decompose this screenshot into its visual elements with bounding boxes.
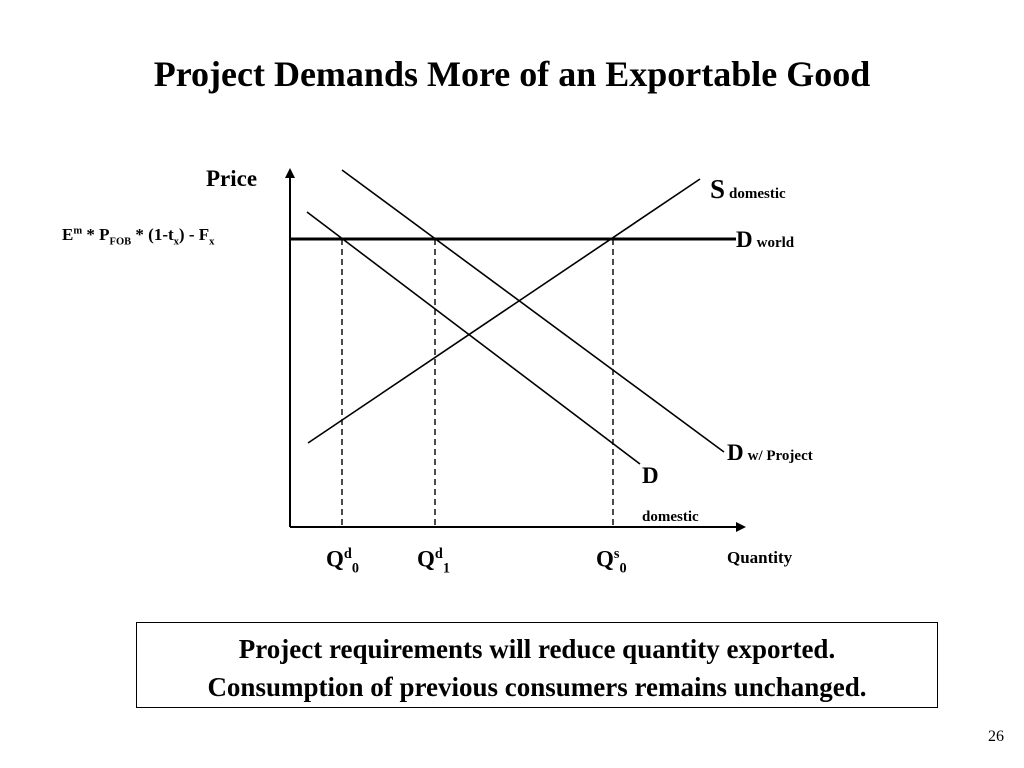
x-axis-label: Quantity (727, 548, 793, 567)
demand-domestic-label-sub: domestic (642, 509, 699, 525)
quantity-label-qd0: Qd0 (326, 546, 359, 577)
callout-line-1: Project requirements will reduce quantit… (238, 634, 836, 664)
world-price-label: D world (736, 227, 795, 252)
demand-project-label: D w/ Project (727, 440, 813, 465)
price-formula-label: Em * PFOB * (1-tx) - Fx (62, 225, 215, 248)
demand-project-curve (341, 169, 725, 453)
callout-line-2: Consumption of previous consumers remain… (207, 672, 867, 702)
quantity-label-qs0: Qs0 (596, 546, 627, 577)
supply-curve (307, 178, 701, 444)
quantity-label-qd1: Qd1 (417, 546, 450, 577)
demand-domestic-label-main: D (642, 463, 659, 488)
slide-title: Project Demands More of an Exportable Go… (153, 54, 871, 94)
demand-domestic-curve (306, 211, 641, 465)
supply-curve-label: S domestic (710, 174, 786, 204)
page-number: 26 (988, 728, 1004, 745)
conclusion-callout-box: Project requirements will reduce quantit… (136, 622, 938, 708)
y-axis-label: Price (206, 166, 258, 191)
